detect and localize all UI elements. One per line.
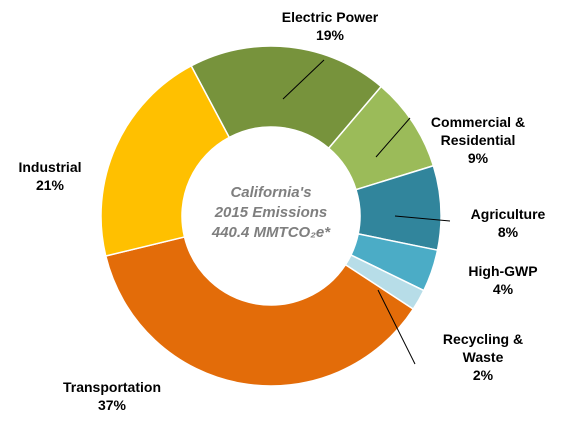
category-label: Transportation [62, 379, 161, 395]
category-label: Agriculture [470, 206, 546, 222]
value-label: 19% [315, 27, 345, 43]
slice [104, 236, 415, 387]
value-label: 9% [467, 150, 489, 166]
center-text: 440.4 MMTCO₂e* [211, 224, 331, 241]
category-label: Commercial & Residential [430, 114, 526, 148]
value-label: 4% [492, 281, 514, 297]
slice-label: Electric Power 19% [250, 8, 410, 44]
value-label: 21% [35, 177, 65, 193]
leader-line [394, 215, 451, 222]
category-label: Industrial [18, 159, 82, 175]
center-text: California's [230, 184, 311, 201]
value-label: 37% [97, 397, 127, 413]
slice-label: Transportation 37% [42, 378, 182, 414]
center-text: 2015 Emissions [214, 204, 328, 221]
value-label: 2% [472, 367, 494, 383]
leader-line [375, 117, 411, 158]
leader-line [377, 289, 416, 365]
slice [190, 45, 383, 150]
slice-label: Industrial 21% [0, 158, 100, 194]
slice-label: High-GWP 4% [453, 262, 553, 298]
slice-label: Agriculture 8% [453, 205, 563, 241]
category-label: High-GWP [468, 263, 538, 279]
category-label: Electric Power [281, 9, 379, 25]
value-label: 8% [497, 224, 519, 240]
category-label: Recycling & Waste [442, 331, 524, 365]
slice [100, 64, 231, 257]
leader-line [282, 59, 325, 100]
slices [100, 45, 442, 387]
slice-label: Commercial & Residential 9% [418, 113, 538, 167]
slice-label: Recycling & Waste 2% [433, 330, 533, 384]
